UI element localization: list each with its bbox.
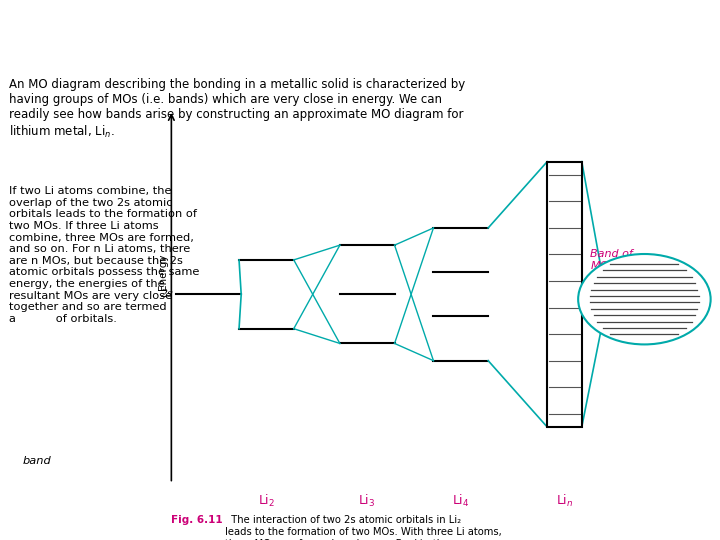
Text: If two Li atoms combine, the
overlap of the two 2s atomic
orbitals leads to the : If two Li atoms combine, the overlap of …: [9, 186, 199, 324]
Text: An MO diagram describing the bonding in a metallic solid is characterized by
hav: An MO diagram describing the bonding in …: [9, 78, 465, 139]
Text: The interaction of two 2s atomic orbitals in Li₂
leads to the formation of two M: The interaction of two 2s atomic orbital…: [225, 515, 529, 540]
Text: Li$_n$: Li$_n$: [556, 494, 573, 509]
Text: band: band: [22, 456, 51, 467]
Text: Band theory of metals and insulators: Band theory of metals and insulators: [9, 14, 476, 35]
Text: Li$_3$: Li$_3$: [359, 494, 376, 509]
Text: Band of
MOs: Band of MOs: [590, 249, 633, 271]
Text: Energy: Energy: [158, 254, 168, 291]
Circle shape: [578, 254, 711, 345]
Text: Li$_2$: Li$_2$: [258, 494, 275, 509]
Bar: [547, 161, 582, 427]
Text: Fig. 6.11: Fig. 6.11: [171, 515, 223, 525]
Text: Li$_4$: Li$_4$: [452, 494, 469, 509]
Text: 2s: 2s: [160, 289, 173, 299]
